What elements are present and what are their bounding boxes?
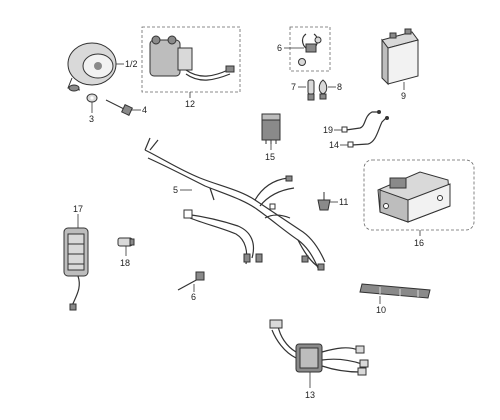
label-starter-relay: 12: [185, 99, 195, 109]
bulb-socket-part: [298, 33, 322, 66]
label-flasher-relay: 15: [265, 152, 275, 162]
label-bulb-front: 7: [291, 82, 296, 92]
label-bulb-socket: 6: [277, 43, 282, 53]
cable-19-part: [341, 110, 381, 133]
label-small-connector: 11: [339, 197, 348, 207]
label-cable-14: 14: [329, 140, 339, 150]
label-regulator: 17: [73, 204, 83, 214]
regulator-part: [63, 227, 89, 311]
small-connector-part: [317, 192, 331, 211]
label-cable-19: 19: [323, 125, 333, 135]
label-washer: 3: [89, 114, 94, 124]
connector-6b-part: [177, 271, 205, 291]
label-horn: 1/2: [125, 59, 138, 69]
fuse-part: [117, 237, 135, 247]
starter-relay-box: [141, 26, 241, 93]
label-battery-tray: 16: [414, 238, 424, 248]
cdi-harness-part: [269, 319, 369, 376]
horn-part: [67, 42, 117, 92]
label-bolt: 4: [142, 105, 147, 115]
bulb-socket-box: [289, 26, 331, 72]
label-grip-bar: 10: [376, 305, 386, 315]
bulb-front-part: [307, 79, 315, 101]
label-battery: 9: [401, 91, 406, 101]
bulb-rear-part: [318, 79, 328, 100]
washer-part: [86, 93, 98, 103]
bolt-part: [105, 99, 133, 116]
starter-relay-part: [149, 35, 235, 81]
battery-part: [381, 28, 419, 86]
main-harness-part: [144, 137, 326, 271]
label-main-harness: 5: [173, 185, 178, 195]
label-cdi-harness: 13: [305, 390, 315, 400]
grip-bar-part: [359, 283, 431, 299]
label-connector-6b: 6: [191, 292, 196, 302]
label-bulb-rear: 8: [337, 82, 342, 92]
battery-tray-part: [377, 171, 451, 223]
battery-tray-box: [363, 159, 475, 231]
flasher-relay-part: [261, 113, 281, 144]
label-fuse: 18: [120, 258, 130, 268]
cable-14-part: [347, 116, 389, 148]
